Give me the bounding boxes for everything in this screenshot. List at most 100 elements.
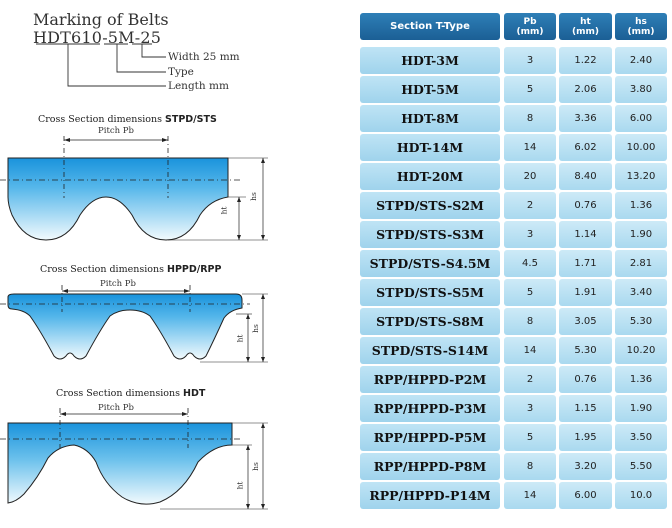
- cell-ht: 0.76: [559, 192, 612, 219]
- cell-hs: 2.40: [615, 47, 667, 74]
- cell-pb: 8: [504, 308, 556, 335]
- cell-section: RPP/HPPD-P8M: [360, 453, 500, 480]
- width-label: Width 25 mm: [168, 51, 240, 63]
- cell-ht: 8.40: [559, 163, 612, 190]
- cell-ht: 3.36: [559, 105, 612, 132]
- cell-pb: 8: [504, 453, 556, 480]
- header-section: Section T-Type: [360, 13, 500, 40]
- cell-ht: 3.20: [559, 453, 612, 480]
- section-title-hdt: Cross Section dimensions HDT: [56, 388, 205, 399]
- cell-section: STPD/STS-S4.5M: [360, 250, 500, 277]
- cell-hs: 3.80: [615, 76, 667, 103]
- cell-pb: 8: [504, 105, 556, 132]
- cell-section: STPD/STS-S3M: [360, 221, 500, 248]
- table-row: STPD/STS-S8M 8 3.05 5.30: [360, 308, 667, 335]
- cell-hs: 5.50: [615, 453, 667, 480]
- hs-label-stpd: hs: [249, 192, 258, 201]
- cell-section: HDT-3M: [360, 47, 500, 74]
- cell-section: STPD/STS-S14M: [360, 337, 500, 364]
- header-pb: Pb (mm): [504, 13, 556, 40]
- marking-leaders: [36, 44, 166, 86]
- cell-hs: 13.20: [615, 163, 667, 190]
- cell-hs: 3.50: [615, 424, 667, 451]
- ht-label-hdt: ht: [235, 482, 244, 490]
- cell-pb: 4.5: [504, 250, 556, 277]
- cell-pb: 3: [504, 221, 556, 248]
- cell-pb: 14: [504, 337, 556, 364]
- cell-ht: 6.02: [559, 134, 612, 161]
- header-pb-label: Pb: [523, 17, 536, 27]
- section-name: HPPD/RPP: [167, 264, 221, 275]
- marking-title: Marking of Belts: [33, 10, 169, 29]
- cell-pb: 3: [504, 395, 556, 422]
- table-row: HDT-3M 3 1.22 2.40: [360, 47, 667, 74]
- cell-pb: 14: [504, 134, 556, 161]
- table-row: STPD/STS-S5M 5 1.91 3.40: [360, 279, 667, 306]
- cell-section: HDT-14M: [360, 134, 500, 161]
- table-row: RPP/HPPD-P14M 14 6.00 10.0: [360, 482, 667, 509]
- table-header: Section T-Type Pb (mm) ht (mm) hs (mm): [360, 13, 667, 40]
- cell-pb: 20: [504, 163, 556, 190]
- table-row: RPP/HPPD-P3M 3 1.15 1.90: [360, 395, 667, 422]
- cell-section: STPD/STS-S2M: [360, 192, 500, 219]
- header-hs-unit: (mm): [628, 27, 655, 37]
- cell-hs: 10.20: [615, 337, 667, 364]
- cell-ht: 1.15: [559, 395, 612, 422]
- cell-pb: 5: [504, 279, 556, 306]
- cell-ht: 3.05: [559, 308, 612, 335]
- cell-section: RPP/HPPD-P5M: [360, 424, 500, 451]
- section-prefix: Cross Section dimensions: [38, 114, 162, 125]
- section-name: STPD/STS: [165, 114, 217, 125]
- cell-ht: 6.00: [559, 482, 612, 509]
- section-name: HDT: [183, 388, 205, 399]
- header-ht-label: ht: [580, 17, 591, 27]
- cell-pb: 3: [504, 47, 556, 74]
- cell-hs: 1.90: [615, 221, 667, 248]
- table-row: STPD/STS-S4.5M 4.5 1.71 2.81: [360, 250, 667, 277]
- marking-code: HDT610-5M-25: [33, 28, 161, 47]
- cell-ht: 0.76: [559, 366, 612, 393]
- left-panel: Marking of Belts HDT610-5M-25 Width 25 m…: [0, 0, 350, 528]
- header-ht-unit: (mm): [572, 27, 599, 37]
- cell-ht: 5.30: [559, 337, 612, 364]
- cell-hs: 1.36: [615, 192, 667, 219]
- cell-hs: 3.40: [615, 279, 667, 306]
- hs-label-hdt: hs: [251, 462, 260, 471]
- section-prefix: Cross Section dimensions: [40, 264, 164, 275]
- cell-hs: 10.00: [615, 134, 667, 161]
- cell-ht: 1.22: [559, 47, 612, 74]
- cell-ht: 1.95: [559, 424, 612, 451]
- header-hs-label: hs: [635, 17, 647, 27]
- cell-pb: 5: [504, 424, 556, 451]
- cross-section-hdt: [0, 408, 268, 509]
- cell-ht: 2.06: [559, 76, 612, 103]
- cell-ht: 1.71: [559, 250, 612, 277]
- cross-section-hppd: [0, 285, 268, 362]
- cell-pb: 2: [504, 366, 556, 393]
- cell-section: HDT-20M: [360, 163, 500, 190]
- length-label: Length mm: [168, 80, 229, 92]
- table-row: HDT-8M 8 3.36 6.00: [360, 105, 667, 132]
- header-ht: ht (mm): [559, 13, 612, 40]
- cell-hs: 2.81: [615, 250, 667, 277]
- cell-section: RPP/HPPD-P14M: [360, 482, 500, 509]
- pitch-label-stpd: Pitch Pb: [98, 126, 134, 136]
- cross-section-stpd: [0, 136, 268, 240]
- pitch-label-hdt: Pitch Pb: [98, 403, 134, 413]
- cell-section: RPP/HPPD-P3M: [360, 395, 500, 422]
- cell-section: HDT-5M: [360, 76, 500, 103]
- header-pb-unit: (mm): [517, 27, 544, 37]
- cell-pb: 2: [504, 192, 556, 219]
- cell-hs: 5.30: [615, 308, 667, 335]
- cell-hs: 1.36: [615, 366, 667, 393]
- cell-hs: 1.90: [615, 395, 667, 422]
- section-prefix: Cross Section dimensions: [56, 388, 180, 399]
- hs-label-hppd: hs: [251, 324, 260, 333]
- cell-section: STPD/STS-S8M: [360, 308, 500, 335]
- cell-ht: 1.91: [559, 279, 612, 306]
- table-row: STPD/STS-S14M 14 5.30 10.20: [360, 337, 667, 364]
- cell-section: STPD/STS-S5M: [360, 279, 500, 306]
- header-hs: hs (mm): [615, 13, 667, 40]
- cell-section: RPP/HPPD-P2M: [360, 366, 500, 393]
- table-row: RPP/HPPD-P2M 2 0.76 1.36: [360, 366, 667, 393]
